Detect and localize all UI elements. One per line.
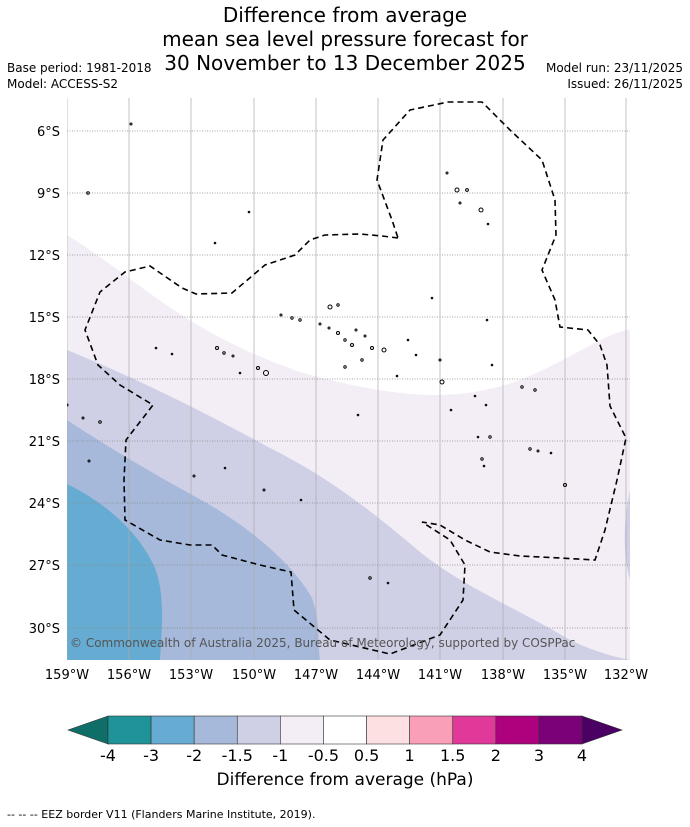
colorbar-tick-label: -2 [186,746,202,765]
lat-label: 27°S [29,559,60,574]
island-markers [67,122,567,585]
title-line-1: Difference from average [222,3,468,27]
colorbar-cell [107,715,152,745]
colorbar-tick-label: -0.5 [308,746,339,765]
colorbar-tick-label: 1.5 [440,746,465,765]
colorbar-cell [495,715,540,745]
colorbar-cell [150,715,195,745]
lat-label: 9°S [37,187,60,202]
colorbar-tick-label: -1.5 [222,746,253,765]
map-title: Difference from average mean sea level p… [0,3,690,75]
meta-left: Base period: 1981-2018 Model: ACCESS-S2 [7,60,152,92]
colorbar-over-arrow [581,715,623,745]
colorbar-label: Difference from average (hPa) [216,770,474,790]
model-name: Model: ACCESS-S2 [7,77,119,91]
lon-label: 135°W [543,668,587,683]
colorbar-tick-label: 2 [491,746,501,765]
title-line-2: mean sea level pressure forecast for [162,27,528,51]
lon-label: 150°W [232,668,276,683]
base-period: Base period: 1981-2018 [7,61,152,75]
title-line-3: 30 November to 13 December 2025 [164,51,526,75]
lon-label: 147°W [294,668,338,683]
copyright-credit: © Commonwealth of Australia 2025, Bureau… [70,636,575,650]
lat-label: 6°S [37,125,60,140]
colorbar-tick-label: -1 [272,746,288,765]
meta-right: Model run: 23/11/2025 Issued: 26/11/2025 [546,60,683,92]
lat-label: 30°S [29,622,60,637]
colorbar-tick-label: -3 [143,746,159,765]
colorbar-ticks: -4 -3 -2 -1.5 -1 -0.5 0.5 1 1.5 2 3 4 [100,746,587,765]
colorbar-tick-label: -4 [100,746,116,765]
colorbar-cell [452,715,497,745]
lon-label: 159°W [45,668,89,683]
latitude-labels: 6°S 9°S 12°S 15°S 18°S 21°S 24°S 27°S 30… [29,125,60,637]
lon-label: 153°W [169,668,213,683]
colorbar-cell [409,715,454,745]
colorbar-cell [323,715,367,745]
lat-label: 24°S [29,497,60,512]
colorbar-tick-label: 1 [405,746,415,765]
lon-label: 138°W [481,668,525,683]
lat-label: 21°S [29,435,60,450]
lon-label: 156°W [107,668,151,683]
longitude-labels: 159°W 156°W 153°W 150°W 147°W 144°W 141°… [45,668,648,683]
colorbar-cells [107,715,583,745]
colorbar-tick-label: 4 [577,746,587,765]
colorbar-tick-label: 3 [534,746,544,765]
colorbar-tick-label: 0.5 [354,746,379,765]
issued-date: Issued: 26/11/2025 [567,77,683,91]
map-area: © Commonwealth of Australia 2025, Bureau… [67,98,630,660]
eez-border-main [84,101,627,655]
lon-label: 132°W [604,668,648,683]
eez-legend-note: -- -- -- EEZ border V11 (Flanders Marine… [7,808,316,821]
lat-label: 15°S [29,311,60,326]
contour-fill-minus-2 [67,484,163,660]
gridlines [67,98,630,660]
colorbar-under-arrow [67,715,109,745]
colorbar-cell [193,715,238,745]
model-run: Model run: 23/11/2025 [545,61,683,75]
colorbar-cell [236,715,281,745]
colorbar: -4 -3 -2 -1.5 -1 -0.5 0.5 1 1.5 2 3 4 [67,715,623,765]
colorbar-cell [538,715,583,745]
colorbar-cell [280,715,324,745]
lat-label: 18°S [29,373,60,388]
lon-label: 141°W [418,668,462,683]
lat-label: 12°S [29,249,60,264]
colorbar-cell [366,715,410,745]
lon-label: 144°W [356,668,400,683]
